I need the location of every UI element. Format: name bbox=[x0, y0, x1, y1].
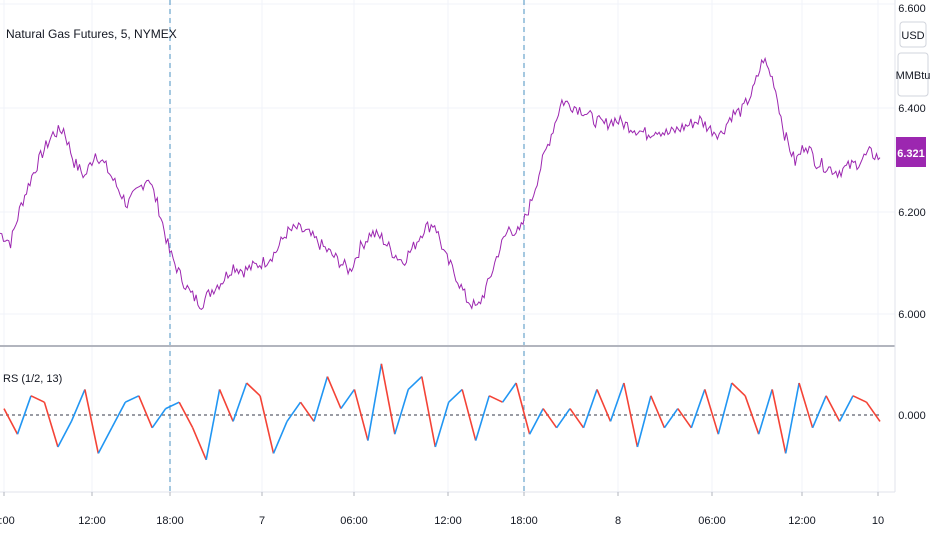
oscillator-segment bbox=[784, 382, 800, 454]
oscillator-segment bbox=[97, 427, 113, 454]
last-price-label: 6.321 bbox=[897, 148, 925, 160]
oscillator-segment bbox=[528, 408, 544, 435]
oscillator-segment bbox=[353, 389, 369, 441]
time-tick-label: 10 bbox=[872, 515, 884, 527]
oscillator-segment bbox=[367, 363, 383, 441]
oscillator-segment bbox=[663, 408, 679, 429]
oscillator-segment bbox=[124, 395, 140, 403]
oscillator-segment bbox=[340, 388, 356, 410]
oscillator-segment bbox=[704, 389, 720, 435]
oscillator-segment bbox=[542, 408, 558, 429]
price-tick-label: 6.400 bbox=[898, 103, 926, 115]
oscillator-segment bbox=[326, 376, 342, 409]
oscillator-segment bbox=[488, 395, 503, 403]
oscillator-segment bbox=[272, 421, 288, 454]
oscillator-segment bbox=[838, 395, 854, 422]
time-tick-label: 12:00 bbox=[434, 515, 462, 527]
symbol-title: Natural Gas Futures, 5, NYMEX bbox=[6, 27, 177, 41]
oscillator-segment bbox=[246, 382, 261, 397]
currency-button[interactable]: USD bbox=[899, 21, 927, 48]
oscillator-segment bbox=[582, 389, 598, 429]
oscillator-segment bbox=[501, 382, 517, 403]
oscillator-segment bbox=[474, 395, 490, 441]
oscillator-segment bbox=[218, 389, 234, 422]
oscillator-segment bbox=[865, 401, 881, 422]
oscillator-segment bbox=[515, 382, 531, 435]
oscillator-segment bbox=[84, 389, 100, 454]
oscillator-segment bbox=[757, 389, 773, 435]
time-tick-label: 18:00 bbox=[156, 515, 184, 527]
oscillator-segment bbox=[205, 389, 221, 460]
oscillator-segment bbox=[232, 382, 248, 422]
oscillator-segment bbox=[771, 389, 787, 454]
oscillator-segment bbox=[151, 408, 167, 429]
oscillator-segment bbox=[677, 408, 692, 429]
price-tick-label: 6.200 bbox=[898, 207, 926, 219]
time-tick-label: 7 bbox=[259, 515, 265, 527]
time-tick-label: 06:00 bbox=[698, 515, 726, 527]
unit-label: MMBtu bbox=[896, 70, 931, 82]
oscillator-axis[interactable]: 0.000 bbox=[898, 410, 926, 422]
session-dividers bbox=[169, 0, 525, 492]
oscillator-segment bbox=[717, 382, 733, 435]
oscillator-segment bbox=[421, 376, 437, 448]
oscillator-segment bbox=[407, 376, 423, 390]
oscillator-segment bbox=[57, 421, 73, 448]
price-axis[interactable]: 6.000 6.200 6.400 6.600 bbox=[898, 3, 926, 321]
oscillator-series bbox=[0, 363, 881, 461]
oscillator-segment bbox=[636, 395, 652, 448]
oscillator-tick-label: 0.000 bbox=[898, 410, 926, 422]
oscillator-segment bbox=[191, 427, 207, 461]
price-tick-label: 6.600 bbox=[898, 3, 926, 15]
indicator-label[interactable]: RS (1/2, 13) bbox=[3, 373, 62, 385]
oscillator-segment bbox=[138, 395, 153, 429]
oscillator-segment bbox=[731, 382, 746, 397]
oscillator-segment bbox=[650, 395, 666, 429]
oscillator-segment bbox=[690, 389, 706, 429]
time-tick-label: 06:00 bbox=[340, 515, 368, 527]
oscillator-segment bbox=[286, 401, 302, 422]
price-line bbox=[0, 56, 881, 311]
oscillator-segment bbox=[744, 395, 760, 435]
oscillator-segment bbox=[165, 401, 180, 410]
oscillator-segment bbox=[3, 408, 19, 435]
time-tick-label: 12:00 bbox=[788, 515, 816, 527]
time-tick-label: 8 bbox=[615, 515, 621, 527]
price-tick-label: 6.000 bbox=[898, 309, 926, 321]
oscillator-segment bbox=[259, 395, 275, 454]
oscillator-segment bbox=[596, 389, 612, 422]
currency-label: USD bbox=[901, 30, 924, 42]
oscillator-segment bbox=[555, 408, 571, 429]
oscillator-segment bbox=[623, 382, 639, 448]
oscillator-segment bbox=[70, 389, 86, 422]
oscillator-segment bbox=[461, 389, 477, 441]
oscillator-segment bbox=[852, 395, 867, 403]
oscillator-segment bbox=[16, 395, 32, 435]
oscillator-segment bbox=[30, 395, 45, 403]
oscillator-segment bbox=[313, 376, 329, 422]
oscillator-segment bbox=[178, 401, 194, 429]
time-tick-label: 18:00 bbox=[510, 515, 538, 527]
oscillator-segment bbox=[380, 363, 396, 435]
oscillator-segment bbox=[609, 382, 625, 422]
oscillator-segment bbox=[448, 388, 463, 403]
unit-button[interactable]: MMBtu bbox=[896, 52, 931, 97]
oscillator-segment bbox=[394, 389, 410, 435]
price-series bbox=[0, 56, 881, 311]
oscillator-segment bbox=[811, 395, 827, 429]
oscillator-segment bbox=[434, 401, 450, 448]
oscillator-segment bbox=[43, 401, 59, 448]
oscillator-segment bbox=[299, 401, 315, 422]
oscillator-segment bbox=[798, 382, 814, 429]
time-tick-label: 6:00 bbox=[0, 515, 15, 527]
oscillator-segment bbox=[569, 408, 585, 429]
oscillator-segment bbox=[111, 401, 127, 429]
last-price-badge: 6.321 bbox=[896, 137, 926, 167]
grid-layer bbox=[0, 0, 895, 492]
oscillator-segment bbox=[825, 395, 841, 422]
time-tick-label: 12:00 bbox=[78, 515, 106, 527]
time-axis[interactable]: 6:00 12:00 18:00 7 06:00 12:00 18:00 8 06:00 12:0… bbox=[0, 492, 884, 527]
